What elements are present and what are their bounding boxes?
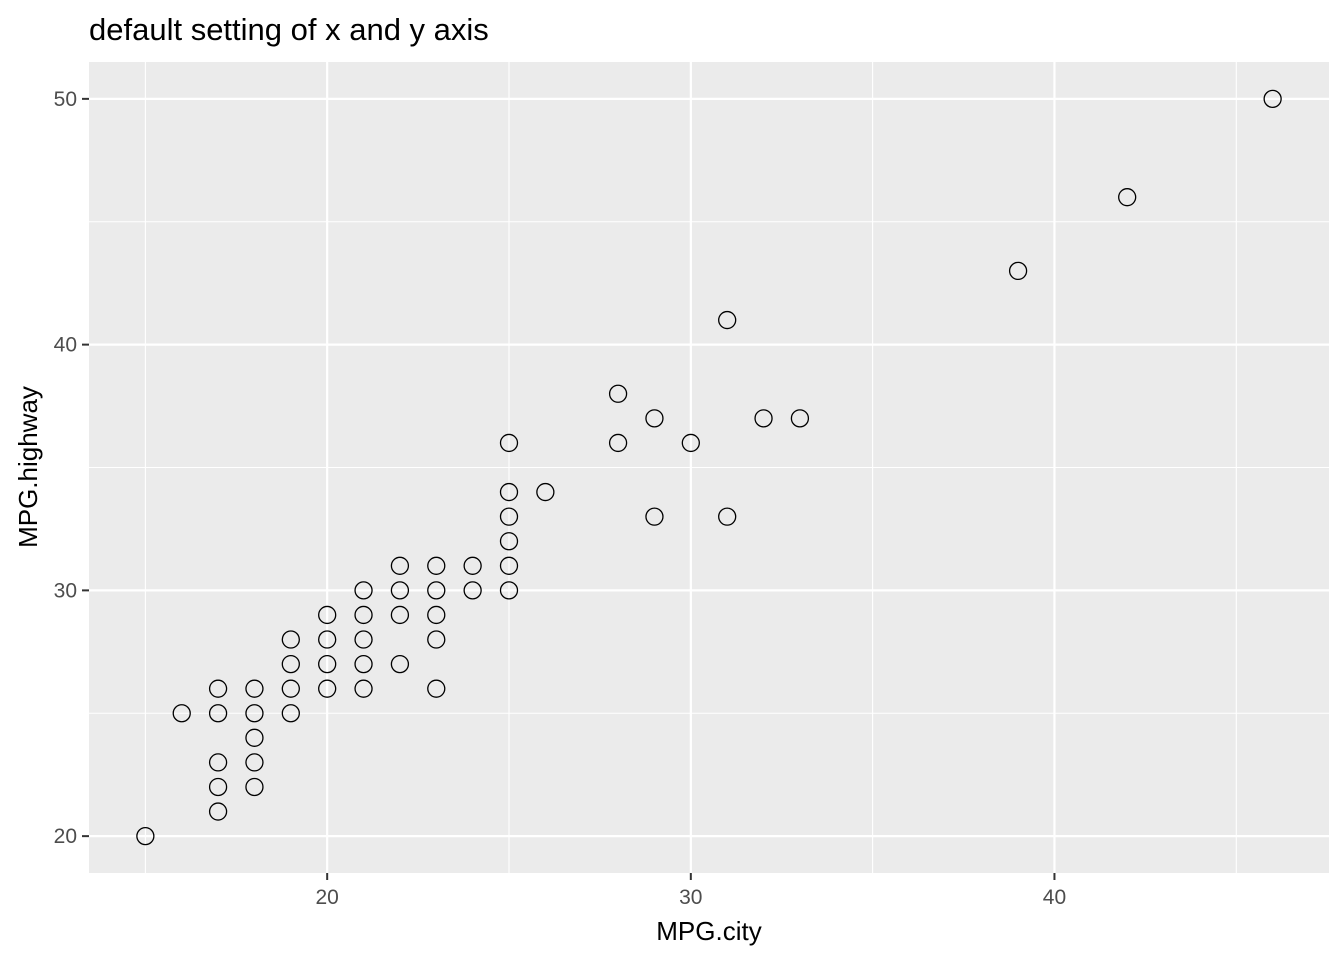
x-tick-label: 30 (679, 886, 702, 909)
data-point (245, 728, 264, 747)
data-point (208, 802, 228, 821)
data-point (281, 679, 300, 698)
data-point (427, 630, 446, 649)
data-point (499, 433, 519, 453)
data-point (354, 581, 373, 600)
data-point (499, 482, 519, 502)
data-point (354, 679, 373, 698)
data-point (681, 433, 700, 453)
axis-ticks: 20 30 40 20 30 40 50 (54, 88, 1066, 909)
y-tick-label: 40 (54, 334, 77, 357)
data-point (354, 605, 373, 625)
data-point (718, 507, 737, 526)
data-point (208, 753, 228, 772)
data-point (245, 777, 264, 797)
data-point (354, 630, 373, 649)
chart-title: default setting of x and y axis (89, 12, 489, 47)
data-point (463, 556, 482, 575)
data-point (281, 630, 300, 649)
data-point (136, 826, 155, 846)
data-point (1008, 261, 1028, 281)
x-tick-label: 40 (1043, 886, 1066, 909)
data-point (390, 581, 410, 600)
data-point (208, 777, 228, 797)
data-point (499, 556, 519, 575)
data-point (608, 433, 628, 453)
data-point (245, 704, 264, 723)
data-point (390, 654, 410, 674)
major-gridlines (89, 62, 1329, 873)
data-point (754, 409, 773, 428)
data-point (318, 605, 337, 625)
data-point (427, 581, 446, 600)
data-points (136, 89, 1282, 846)
minor-gridlines (89, 62, 1329, 873)
data-point (463, 581, 482, 600)
data-point (427, 556, 446, 575)
data-point (281, 654, 300, 674)
data-point (390, 556, 410, 575)
y-tick-label: 50 (54, 88, 77, 111)
data-point (318, 630, 337, 649)
data-point (208, 704, 228, 723)
data-point (318, 679, 337, 698)
data-point (427, 679, 446, 698)
data-point (245, 753, 264, 772)
data-point (172, 704, 191, 723)
x-tick-label: 20 (316, 886, 339, 909)
data-point (718, 310, 737, 330)
data-point (499, 532, 519, 551)
y-axis-title: MPG.highway (13, 386, 43, 548)
y-tick-label: 20 (54, 825, 77, 848)
data-point (499, 507, 519, 526)
data-point (245, 679, 264, 698)
data-point (645, 409, 664, 428)
data-point (318, 654, 337, 674)
data-point (354, 654, 373, 674)
data-point (390, 605, 410, 625)
data-point (499, 581, 519, 600)
data-point (608, 384, 628, 403)
data-point (536, 482, 555, 502)
data-point (281, 704, 300, 723)
data-point (645, 507, 664, 526)
data-point (790, 409, 810, 428)
x-axis-title: MPG.city (656, 916, 761, 946)
data-point (1118, 188, 1137, 207)
data-point (1263, 89, 1282, 109)
data-point (208, 679, 228, 698)
y-tick-label: 30 (54, 579, 77, 602)
data-point (427, 605, 446, 625)
